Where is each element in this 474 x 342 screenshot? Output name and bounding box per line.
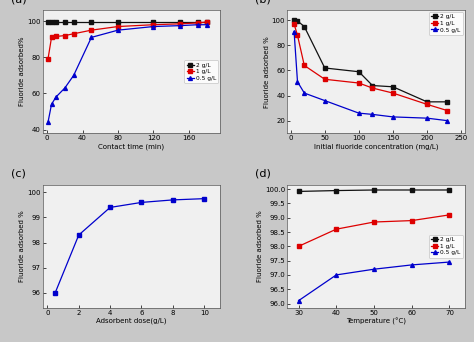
1 g/L bbox=[301, 63, 307, 67]
2 g/L bbox=[409, 188, 415, 192]
2 g/L bbox=[295, 19, 301, 23]
0.5 g/L bbox=[390, 115, 396, 119]
1 g/L bbox=[291, 22, 297, 26]
2 g/L bbox=[62, 20, 68, 24]
1 g/L bbox=[195, 21, 201, 25]
Line: 0.5 g/L: 0.5 g/L bbox=[46, 23, 209, 124]
0.5 g/L bbox=[53, 95, 59, 99]
X-axis label: Adsorbent dose(g/L): Adsorbent dose(g/L) bbox=[96, 318, 166, 325]
1 g/L bbox=[151, 23, 156, 27]
2 g/L bbox=[447, 188, 452, 192]
1 g/L bbox=[45, 57, 51, 61]
2 g/L bbox=[45, 20, 51, 24]
1 g/L bbox=[49, 35, 55, 39]
2 g/L bbox=[356, 70, 362, 74]
Line: 1 g/L: 1 g/L bbox=[46, 20, 209, 61]
0.5 g/L bbox=[370, 112, 375, 116]
1 g/L bbox=[447, 213, 452, 217]
1 g/L bbox=[322, 77, 328, 81]
Text: (d): (d) bbox=[255, 169, 271, 179]
Line: 2 g/L: 2 g/L bbox=[297, 188, 451, 193]
0.5 g/L bbox=[89, 35, 94, 39]
0.5 g/L bbox=[445, 119, 450, 123]
Legend: 2 g/L, 1 g/L, 0.5 g/L: 2 g/L, 1 g/L, 0.5 g/L bbox=[429, 12, 463, 35]
1 g/L bbox=[370, 86, 375, 90]
2 g/L bbox=[296, 189, 301, 194]
2 g/L bbox=[322, 66, 328, 70]
2 g/L bbox=[89, 20, 94, 24]
Legend: 2 g/L, 1 g/L, 0.5 g/L: 2 g/L, 1 g/L, 0.5 g/L bbox=[184, 60, 218, 83]
1 g/L bbox=[445, 108, 450, 113]
X-axis label: Temperature (°C): Temperature (°C) bbox=[346, 318, 406, 325]
2 g/L bbox=[151, 20, 156, 24]
2 g/L bbox=[371, 188, 377, 192]
1 g/L bbox=[424, 102, 430, 106]
0.5 g/L bbox=[71, 73, 76, 77]
2 g/L bbox=[49, 20, 55, 24]
0.5 g/L bbox=[151, 25, 156, 29]
2 g/L bbox=[291, 18, 297, 22]
X-axis label: Contact time (min): Contact time (min) bbox=[98, 143, 164, 150]
0.5 g/L bbox=[356, 111, 362, 115]
1 g/L bbox=[333, 227, 339, 231]
1 g/L bbox=[71, 32, 76, 36]
Line: 2 g/L: 2 g/L bbox=[292, 18, 449, 104]
0.5 g/L bbox=[322, 98, 328, 103]
Y-axis label: Fluoride adsorbed%: Fluoride adsorbed% bbox=[19, 37, 25, 106]
2 g/L bbox=[390, 85, 396, 89]
1 g/L bbox=[296, 244, 301, 248]
0.5 g/L bbox=[49, 102, 55, 106]
2 g/L bbox=[204, 20, 210, 24]
0.5 g/L bbox=[371, 267, 377, 271]
Legend: 2 g/L, 1 g/L, 0.5 g/L: 2 g/L, 1 g/L, 0.5 g/L bbox=[429, 235, 463, 258]
0.5 g/L bbox=[447, 260, 452, 264]
2 g/L bbox=[445, 100, 450, 104]
0.5 g/L bbox=[333, 273, 339, 277]
1 g/L bbox=[390, 91, 396, 95]
0.5 g/L bbox=[115, 28, 121, 32]
0.5 g/L bbox=[195, 23, 201, 27]
2 g/L bbox=[71, 20, 76, 24]
0.5 g/L bbox=[301, 91, 307, 95]
1 g/L bbox=[409, 219, 415, 223]
0.5 g/L bbox=[409, 263, 415, 267]
Y-axis label: Fluoride adsorbed %: Fluoride adsorbed % bbox=[264, 36, 270, 108]
Line: 1 g/L: 1 g/L bbox=[297, 213, 451, 248]
X-axis label: Initial fluoride concentration (mg/L): Initial fluoride concentration (mg/L) bbox=[314, 143, 438, 150]
1 g/L bbox=[177, 22, 183, 26]
2 g/L bbox=[195, 20, 201, 24]
Y-axis label: Fluoride adsorbed %: Fluoride adsorbed % bbox=[257, 210, 263, 282]
Y-axis label: Fluoride adsorbed %: Fluoride adsorbed % bbox=[19, 210, 25, 282]
1 g/L bbox=[356, 81, 362, 85]
1 g/L bbox=[89, 28, 94, 32]
1 g/L bbox=[53, 35, 59, 39]
2 g/L bbox=[370, 83, 375, 88]
0.5 g/L bbox=[424, 116, 430, 120]
0.5 g/L bbox=[177, 24, 183, 28]
0.5 g/L bbox=[291, 29, 297, 34]
1 g/L bbox=[204, 20, 210, 24]
1 g/L bbox=[371, 220, 377, 224]
0.5 g/L bbox=[296, 299, 301, 303]
1 g/L bbox=[295, 33, 301, 37]
1 g/L bbox=[62, 34, 68, 38]
2 g/L bbox=[177, 20, 183, 24]
2 g/L bbox=[424, 100, 430, 104]
2 g/L bbox=[333, 188, 339, 193]
0.5 g/L bbox=[45, 120, 51, 124]
Text: (c): (c) bbox=[11, 169, 26, 179]
0.5 g/L bbox=[295, 80, 301, 84]
Line: 1 g/L: 1 g/L bbox=[292, 22, 449, 113]
2 g/L bbox=[301, 25, 307, 29]
Line: 0.5 g/L: 0.5 g/L bbox=[292, 30, 449, 123]
2 g/L bbox=[115, 20, 121, 24]
2 g/L bbox=[53, 20, 59, 24]
Line: 0.5 g/L: 0.5 g/L bbox=[297, 260, 451, 303]
Line: 2 g/L: 2 g/L bbox=[46, 20, 209, 24]
0.5 g/L bbox=[204, 23, 210, 27]
Text: (a): (a) bbox=[11, 0, 27, 4]
Text: (b): (b) bbox=[255, 0, 271, 4]
0.5 g/L bbox=[62, 86, 68, 90]
1 g/L bbox=[115, 25, 121, 29]
